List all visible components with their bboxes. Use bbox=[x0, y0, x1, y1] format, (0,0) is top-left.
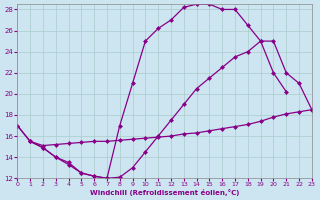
X-axis label: Windchill (Refroidissement éolien,°C): Windchill (Refroidissement éolien,°C) bbox=[90, 189, 239, 196]
